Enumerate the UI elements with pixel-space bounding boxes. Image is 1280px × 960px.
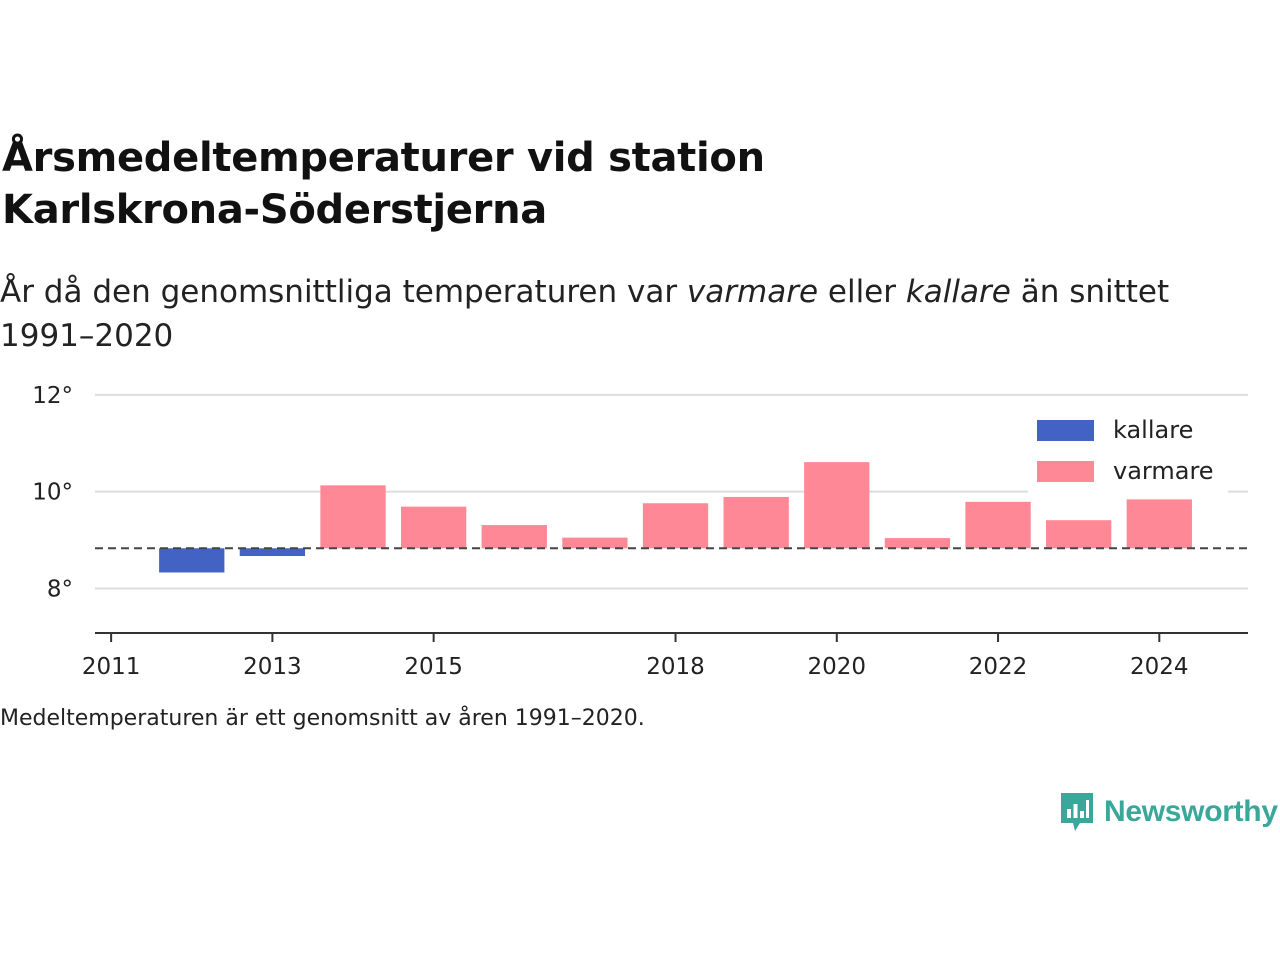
x-tick-label-2015: 2015 [404,654,463,680]
legend: kallare varmare [1028,410,1228,494]
bars [159,462,1192,573]
bar-2014 [320,485,386,549]
bar-2024 [1126,499,1192,549]
bar-2012 [159,548,225,573]
bar-2023 [1046,520,1112,549]
y-tick-label-8: 8° [47,576,73,602]
chart-title-line1: Årsmedeltemperaturer vid station [2,135,765,181]
footnote: Medeltemperaturen är ett genomsnitt av å… [0,706,645,731]
subtitle-warmer: varmare [686,274,819,310]
subtitle-colder: kallare [905,274,1011,310]
x-tick-label-2020: 2020 [808,654,867,680]
bar-2020 [804,462,870,549]
subtitle-part3: än snittet 1991–2020 [0,274,1170,354]
bar-2021 [884,538,951,549]
x-tick-label-2022: 2022 [969,654,1028,680]
newsworthy-chart-bubble-icon [1061,793,1093,831]
legend-swatch-varmare [1037,461,1094,482]
logo-text: Newsworthy [1104,795,1278,828]
y-tick-label-12: 12° [32,383,73,409]
legend-swatch-kallare [1037,420,1094,441]
x-axis-ticks: 2011 2013 2015 2018 2020 2022 2024 [82,633,1189,680]
subtitle-part2: eller [818,274,906,310]
temperature-bar-chart: 8° 10° 12° 2011 2013 2015 2018 2020 2022 2024 ka… [32,383,1248,680]
bar-2022 [965,501,1031,549]
y-axis-ticks: 8° 10° 12° [32,383,73,603]
bar-2019 [723,496,789,549]
x-tick-label-2024: 2024 [1130,654,1189,680]
bar-2016 [481,525,547,549]
y-tick-label-10: 10° [32,480,73,506]
x-tick-label-2011: 2011 [82,654,141,680]
x-tick-label-2013: 2013 [243,654,302,680]
chart-title: Årsmedeltemperaturer vid station Karlskr… [2,132,1002,236]
bar-2015 [400,506,467,549]
bar-2017 [562,537,628,549]
x-tick-label-2018: 2018 [646,654,705,680]
legend-label-varmare: varmare [1113,457,1214,485]
chart-title-line2: Karlskrona-Söderstjerna [2,187,547,233]
bar-2013 [239,548,306,557]
chart-subtitle: År då den genomsnittliga temperaturen va… [0,270,1200,358]
subtitle-part1: År då den genomsnittliga temperaturen va… [0,274,687,310]
legend-label-kallare: kallare [1113,416,1193,444]
newsworthy-logo[interactable]: Newsworthy [1058,790,1278,834]
bar-2018 [642,503,709,549]
